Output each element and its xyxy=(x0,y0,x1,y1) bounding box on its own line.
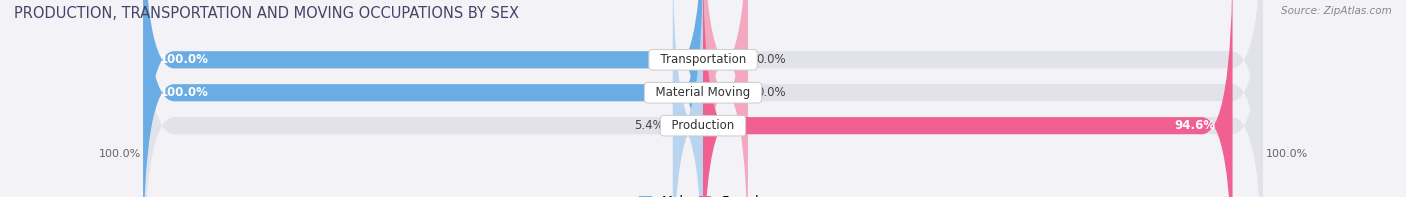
Text: 100.0%: 100.0% xyxy=(160,53,209,66)
Text: 100.0%: 100.0% xyxy=(1265,149,1308,159)
Text: 100.0%: 100.0% xyxy=(98,149,141,159)
Legend: Male, Female: Male, Female xyxy=(640,195,766,197)
FancyBboxPatch shape xyxy=(672,0,703,197)
FancyBboxPatch shape xyxy=(143,0,1263,197)
FancyBboxPatch shape xyxy=(143,0,1263,197)
FancyBboxPatch shape xyxy=(703,0,748,197)
Text: Source: ZipAtlas.com: Source: ZipAtlas.com xyxy=(1281,6,1392,16)
Text: 0.0%: 0.0% xyxy=(756,53,786,66)
FancyBboxPatch shape xyxy=(143,0,703,197)
FancyBboxPatch shape xyxy=(143,0,703,197)
Text: Material Moving: Material Moving xyxy=(648,86,758,99)
FancyBboxPatch shape xyxy=(703,0,1233,197)
Text: Production: Production xyxy=(664,119,742,132)
FancyBboxPatch shape xyxy=(143,0,1263,197)
Text: 94.6%: 94.6% xyxy=(1174,119,1216,132)
Text: PRODUCTION, TRANSPORTATION AND MOVING OCCUPATIONS BY SEX: PRODUCTION, TRANSPORTATION AND MOVING OC… xyxy=(14,6,519,21)
Text: 100.0%: 100.0% xyxy=(160,86,209,99)
FancyBboxPatch shape xyxy=(703,0,748,197)
Text: Transportation: Transportation xyxy=(652,53,754,66)
Text: 5.4%: 5.4% xyxy=(634,119,665,132)
Text: 0.0%: 0.0% xyxy=(756,86,786,99)
